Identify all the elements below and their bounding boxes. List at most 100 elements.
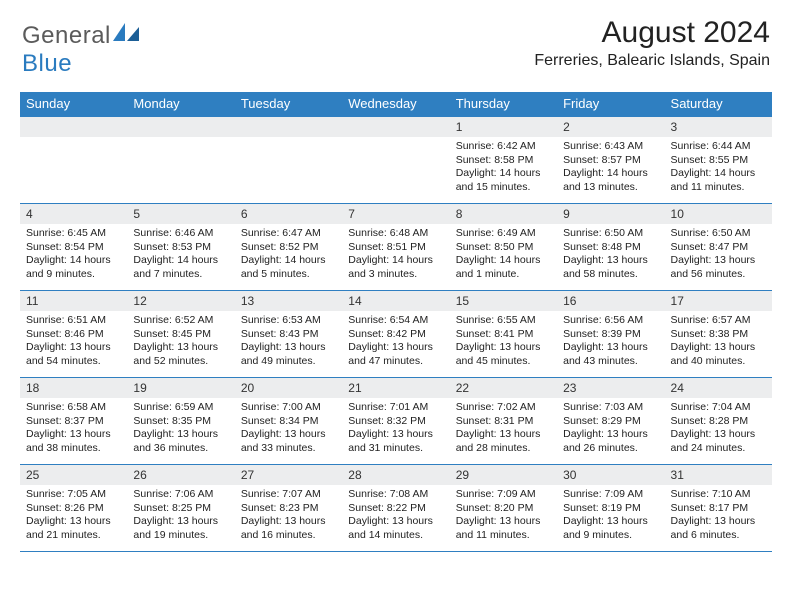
day-number: 7 <box>342 204 449 224</box>
calendar-cell: 16Sunrise: 6:56 AMSunset: 8:39 PMDayligh… <box>557 291 664 378</box>
day-details: Sunrise: 7:08 AMSunset: 8:22 PMDaylight:… <box>342 485 449 551</box>
day-details: Sunrise: 7:00 AMSunset: 8:34 PMDaylight:… <box>235 398 342 464</box>
sunrise-line: Sunrise: 7:00 AM <box>241 401 336 415</box>
sunrise-line: Sunrise: 6:52 AM <box>133 314 228 328</box>
calendar-cell: 12Sunrise: 6:52 AMSunset: 8:45 PMDayligh… <box>127 291 234 378</box>
day-number: 20 <box>235 378 342 398</box>
weekday-header: Sunday <box>20 92 127 116</box>
sunset-line: Sunset: 8:25 PM <box>133 502 228 516</box>
sunrise-line: Sunrise: 6:50 AM <box>563 227 658 241</box>
day-number: 15 <box>450 291 557 311</box>
day-details: Sunrise: 6:42 AMSunset: 8:58 PMDaylight:… <box>450 137 557 203</box>
sail-icon <box>113 23 141 43</box>
daylight-line: Daylight: 13 hours and 54 minutes. <box>26 341 121 368</box>
sunset-line: Sunset: 8:50 PM <box>456 241 551 255</box>
calendar-cell: 18Sunrise: 6:58 AMSunset: 8:37 PMDayligh… <box>20 378 127 465</box>
day-details <box>235 137 342 203</box>
day-details: Sunrise: 6:56 AMSunset: 8:39 PMDaylight:… <box>557 311 664 377</box>
sunrise-line: Sunrise: 7:10 AM <box>671 488 766 502</box>
day-number: 23 <box>557 378 664 398</box>
calendar-cell: 27Sunrise: 7:07 AMSunset: 8:23 PMDayligh… <box>235 465 342 552</box>
calendar-cell: 19Sunrise: 6:59 AMSunset: 8:35 PMDayligh… <box>127 378 234 465</box>
day-details <box>342 137 449 203</box>
day-details: Sunrise: 6:53 AMSunset: 8:43 PMDaylight:… <box>235 311 342 377</box>
day-number: 28 <box>342 465 449 485</box>
sunset-line: Sunset: 8:31 PM <box>456 415 551 429</box>
daylight-line: Daylight: 13 hours and 6 minutes. <box>671 515 766 542</box>
calendar-cell: 29Sunrise: 7:09 AMSunset: 8:20 PMDayligh… <box>450 465 557 552</box>
calendar-cell: 23Sunrise: 7:03 AMSunset: 8:29 PMDayligh… <box>557 378 664 465</box>
day-details: Sunrise: 6:45 AMSunset: 8:54 PMDaylight:… <box>20 224 127 290</box>
day-details: Sunrise: 6:51 AMSunset: 8:46 PMDaylight:… <box>20 311 127 377</box>
sunrise-line: Sunrise: 6:54 AM <box>348 314 443 328</box>
sunset-line: Sunset: 8:52 PM <box>241 241 336 255</box>
sunrise-line: Sunrise: 7:08 AM <box>348 488 443 502</box>
sunrise-line: Sunrise: 6:55 AM <box>456 314 551 328</box>
calendar-cell: 20Sunrise: 7:00 AMSunset: 8:34 PMDayligh… <box>235 378 342 465</box>
daylight-line: Daylight: 14 hours and 11 minutes. <box>671 167 766 194</box>
calendar-cell: 30Sunrise: 7:09 AMSunset: 8:19 PMDayligh… <box>557 465 664 552</box>
day-number: 29 <box>450 465 557 485</box>
day-number: 3 <box>665 117 772 137</box>
brand-logo: General Blue <box>22 22 141 78</box>
day-number: 6 <box>235 204 342 224</box>
sunset-line: Sunset: 8:47 PM <box>671 241 766 255</box>
daylight-line: Daylight: 14 hours and 5 minutes. <box>241 254 336 281</box>
day-details: Sunrise: 6:52 AMSunset: 8:45 PMDaylight:… <box>127 311 234 377</box>
calendar-cell: 24Sunrise: 7:04 AMSunset: 8:28 PMDayligh… <box>665 378 772 465</box>
calendar-cell: 7Sunrise: 6:48 AMSunset: 8:51 PMDaylight… <box>342 204 449 291</box>
day-number: 16 <box>557 291 664 311</box>
calendar-cell: 15Sunrise: 6:55 AMSunset: 8:41 PMDayligh… <box>450 291 557 378</box>
day-number: 13 <box>235 291 342 311</box>
sunset-line: Sunset: 8:54 PM <box>26 241 121 255</box>
daylight-line: Daylight: 14 hours and 1 minute. <box>456 254 551 281</box>
day-number <box>235 117 342 137</box>
day-number: 18 <box>20 378 127 398</box>
sunrise-line: Sunrise: 6:57 AM <box>671 314 766 328</box>
calendar-cell: 17Sunrise: 6:57 AMSunset: 8:38 PMDayligh… <box>665 291 772 378</box>
weekday-header: Thursday <box>450 92 557 116</box>
day-details: Sunrise: 7:09 AMSunset: 8:19 PMDaylight:… <box>557 485 664 551</box>
daylight-line: Daylight: 13 hours and 24 minutes. <box>671 428 766 455</box>
calendar-cell: 11Sunrise: 6:51 AMSunset: 8:46 PMDayligh… <box>20 291 127 378</box>
calendar-cell <box>235 116 342 204</box>
weekday-header: Saturday <box>665 92 772 116</box>
calendar-row: 18Sunrise: 6:58 AMSunset: 8:37 PMDayligh… <box>20 378 772 465</box>
sunrise-line: Sunrise: 7:05 AM <box>26 488 121 502</box>
calendar-cell: 21Sunrise: 7:01 AMSunset: 8:32 PMDayligh… <box>342 378 449 465</box>
day-details: Sunrise: 6:47 AMSunset: 8:52 PMDaylight:… <box>235 224 342 290</box>
daylight-line: Daylight: 13 hours and 47 minutes. <box>348 341 443 368</box>
sunrise-line: Sunrise: 7:04 AM <box>671 401 766 415</box>
sunset-line: Sunset: 8:57 PM <box>563 154 658 168</box>
day-details: Sunrise: 6:57 AMSunset: 8:38 PMDaylight:… <box>665 311 772 377</box>
day-details: Sunrise: 6:44 AMSunset: 8:55 PMDaylight:… <box>665 137 772 203</box>
sunset-line: Sunset: 8:46 PM <box>26 328 121 342</box>
sunset-line: Sunset: 8:23 PM <box>241 502 336 516</box>
day-number: 30 <box>557 465 664 485</box>
calendar-cell: 31Sunrise: 7:10 AMSunset: 8:17 PMDayligh… <box>665 465 772 552</box>
sunset-line: Sunset: 8:48 PM <box>563 241 658 255</box>
calendar-cell: 9Sunrise: 6:50 AMSunset: 8:48 PMDaylight… <box>557 204 664 291</box>
calendar-row: 4Sunrise: 6:45 AMSunset: 8:54 PMDaylight… <box>20 204 772 291</box>
sunset-line: Sunset: 8:28 PM <box>671 415 766 429</box>
daylight-line: Daylight: 13 hours and 26 minutes. <box>563 428 658 455</box>
calendar-cell: 25Sunrise: 7:05 AMSunset: 8:26 PMDayligh… <box>20 465 127 552</box>
calendar-cell: 6Sunrise: 6:47 AMSunset: 8:52 PMDaylight… <box>235 204 342 291</box>
sunrise-line: Sunrise: 7:01 AM <box>348 401 443 415</box>
day-number: 21 <box>342 378 449 398</box>
page-title: August 2024 <box>534 16 770 50</box>
weekday-header: Monday <box>127 92 234 116</box>
day-details: Sunrise: 7:05 AMSunset: 8:26 PMDaylight:… <box>20 485 127 551</box>
day-details: Sunrise: 7:03 AMSunset: 8:29 PMDaylight:… <box>557 398 664 464</box>
daylight-line: Daylight: 13 hours and 11 minutes. <box>456 515 551 542</box>
weekday-header: Wednesday <box>342 92 449 116</box>
daylight-line: Daylight: 13 hours and 14 minutes. <box>348 515 443 542</box>
calendar-cell: 14Sunrise: 6:54 AMSunset: 8:42 PMDayligh… <box>342 291 449 378</box>
daylight-line: Daylight: 13 hours and 38 minutes. <box>26 428 121 455</box>
day-number: 17 <box>665 291 772 311</box>
day-number: 27 <box>235 465 342 485</box>
daylight-line: Daylight: 13 hours and 28 minutes. <box>456 428 551 455</box>
calendar-cell: 26Sunrise: 7:06 AMSunset: 8:25 PMDayligh… <box>127 465 234 552</box>
sunset-line: Sunset: 8:58 PM <box>456 154 551 168</box>
sunrise-line: Sunrise: 7:09 AM <box>456 488 551 502</box>
